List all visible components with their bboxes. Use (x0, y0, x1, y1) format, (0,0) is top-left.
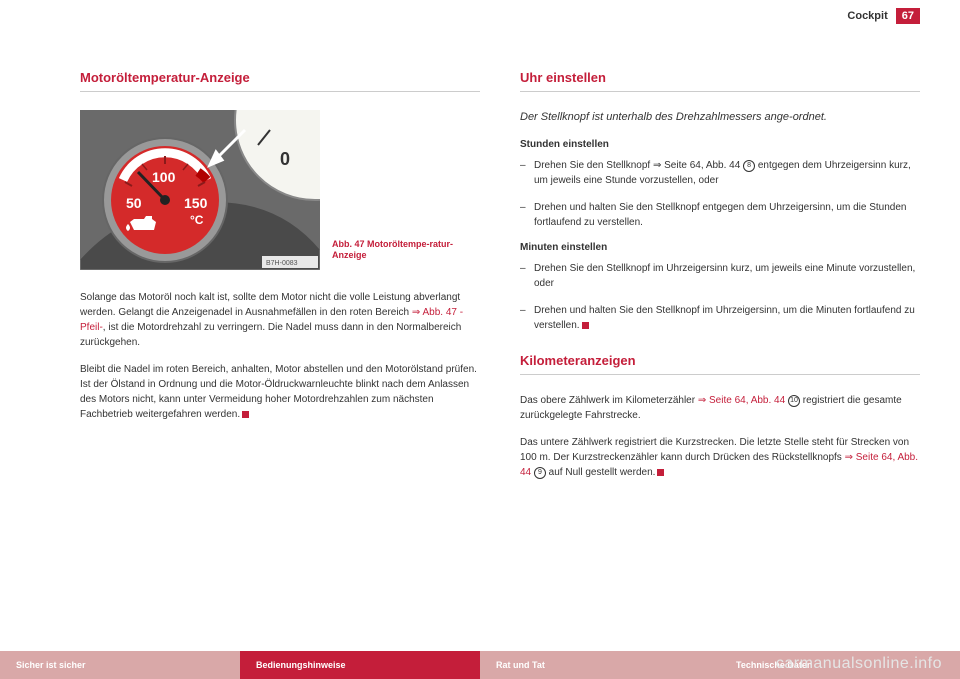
section-title-clock: Uhr einstellen (520, 70, 920, 92)
left-column: Motoröltemperatur-Anzeige 0 (80, 70, 480, 492)
right-column: Uhr einstellen Der Stellknopf ist unterh… (520, 70, 920, 492)
text: Drehen und halten Sie den Stellknopf ent… (534, 202, 906, 228)
end-mark-icon (657, 469, 664, 476)
km-para-1: Das obere Zählwerk im Kilometerzähler ⇒ … (520, 393, 920, 423)
crossref: ⇒ Seite 64, Abb. 44 (698, 395, 785, 406)
end-mark-icon (242, 411, 249, 418)
clock-subtitle: Der Stellknopf ist unterhalb des Drehzah… (520, 110, 920, 125)
oil-temp-gauge-figure: 0 50 100 150 °C (80, 110, 320, 270)
para-oil-2: Bleibt die Nadel im roten Bereich, anhal… (80, 362, 480, 422)
km-para-2: Das untere Zählwerk registriert die Kurz… (520, 435, 920, 480)
footer-tab-safety[interactable]: Sicher ist sicher (0, 651, 240, 679)
hours-step-1: Drehen Sie den Stellknopf ⇒ Seite 64, Ab… (520, 158, 920, 188)
page-header: Cockpit 67 (847, 8, 920, 24)
para-oil-1: Solange das Motoröl noch kalt ist, sollt… (80, 290, 480, 350)
svg-text:100: 100 (152, 169, 176, 185)
crossref: ⇒ Seite 64, Abb. 44 (653, 160, 740, 171)
content: Motoröltemperatur-Anzeige 0 (80, 70, 920, 492)
section-title-oil-temp: Motoröltemperatur-Anzeige (80, 70, 480, 92)
ref-number-icon: 9 (534, 467, 546, 479)
svg-text:°C: °C (190, 213, 204, 227)
text: auf Null gestellt werden. (546, 467, 656, 478)
section-title-km: Kilometeranzeigen (520, 353, 920, 375)
text: Solange das Motoröl noch kalt ist, sollt… (80, 292, 460, 318)
text: Das obere Zählwerk im Kilometerzähler (520, 395, 698, 406)
figure-row: 0 50 100 150 °C (80, 110, 480, 270)
svg-text:B7H-0083: B7H-0083 (266, 260, 298, 267)
figure-caption: Abb. 47 Motoröltempe-ratur-Anzeige (332, 239, 480, 270)
svg-text:0: 0 (280, 149, 290, 169)
text: Drehen Sie den Stellknopf (534, 160, 653, 171)
minutes-heading: Minuten einstellen (520, 242, 920, 253)
text: , ist die Motordrehzahl zu verringern. D… (80, 322, 461, 348)
ref-number-icon: 8 (743, 160, 755, 172)
hours-step-2: Drehen und halten Sie den Stellknopf ent… (520, 200, 920, 230)
footer-tab-operating[interactable]: Bedienungshinweise (240, 651, 480, 679)
svg-text:50: 50 (126, 195, 142, 211)
page-number: 67 (896, 8, 920, 24)
page-header-title: Cockpit (847, 10, 887, 22)
svg-text:150: 150 (184, 195, 208, 211)
hours-heading: Stunden einstellen (520, 139, 920, 150)
end-mark-icon (582, 322, 589, 329)
text: Bleibt die Nadel im roten Bereich, anhal… (80, 364, 477, 420)
text: Drehen und halten Sie den Stellknopf im … (534, 305, 915, 331)
minutes-step-2: Drehen und halten Sie den Stellknopf im … (520, 303, 920, 333)
watermark: carmanualsonline.info (776, 655, 942, 673)
minutes-step-1: Drehen Sie den Stellknopf im Uhrzeigersi… (520, 261, 920, 291)
text: Drehen Sie den Stellknopf im Uhrzeigersi… (534, 263, 915, 289)
ref-number-icon: 10 (788, 395, 800, 407)
footer-tab-tips[interactable]: Rat und Tat (480, 651, 720, 679)
